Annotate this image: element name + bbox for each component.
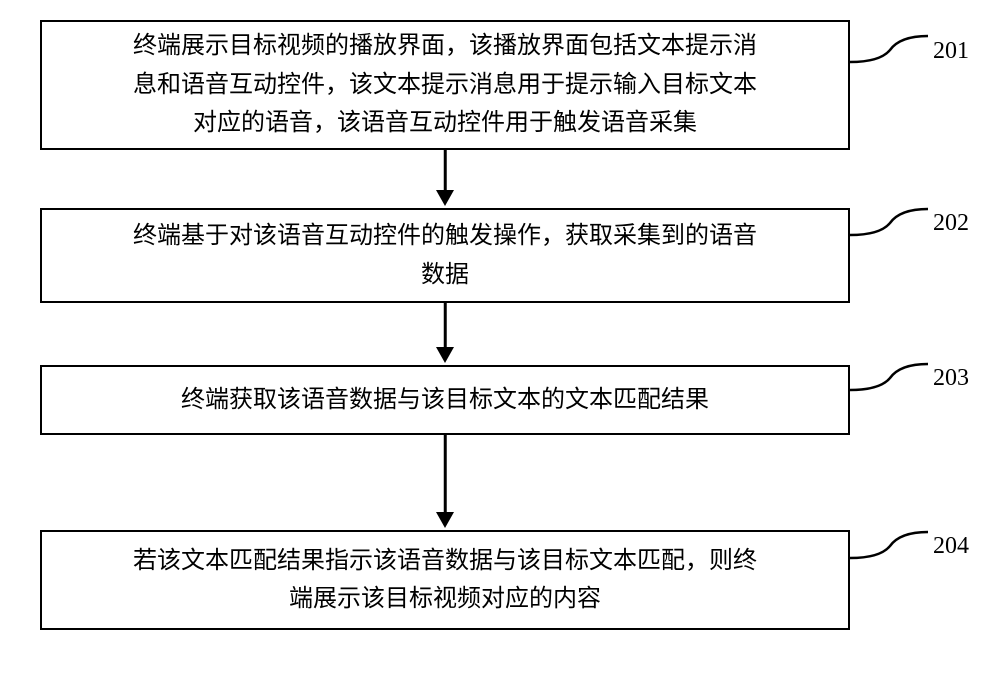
flow-step-4-text: 若该文本匹配结果指示该语音数据与该目标文本匹配，则终 端展示该目标视频对应的内容 <box>133 542 757 619</box>
arrow-2-3-line <box>444 303 447 347</box>
arrow-1-2-head <box>436 190 454 206</box>
arrow-3-4-line <box>444 435 447 512</box>
label-connector-4 <box>850 528 910 558</box>
step-label-1: 201 <box>933 38 969 65</box>
flow-step-1-text: 终端展示目标视频的播放界面，该播放界面包括文本提示消 息和语音互动控件，该文本提… <box>133 27 757 142</box>
step-label-2: 202 <box>933 210 969 237</box>
arrow-1-2-line <box>444 150 447 190</box>
step-label-4: 204 <box>933 533 969 560</box>
flow-step-3-text: 终端获取该语音数据与该目标文本的文本匹配结果 <box>181 381 709 419</box>
flow-step-4: 若该文本匹配结果指示该语音数据与该目标文本匹配，则终 端展示该目标视频对应的内容 <box>40 530 850 630</box>
flowchart-canvas: 终端展示目标视频的播放界面，该播放界面包括文本提示消 息和语音互动控件，该文本提… <box>0 0 1000 683</box>
step-label-3: 203 <box>933 365 969 392</box>
label-connector-3 <box>850 360 910 390</box>
flow-step-1: 终端展示目标视频的播放界面，该播放界面包括文本提示消 息和语音互动控件，该文本提… <box>40 20 850 150</box>
flow-step-2: 终端基于对该语音互动控件的触发操作，获取采集到的语音 数据 <box>40 208 850 303</box>
flow-step-3: 终端获取该语音数据与该目标文本的文本匹配结果 <box>40 365 850 435</box>
arrow-3-4-head <box>436 512 454 528</box>
flow-step-2-text: 终端基于对该语音互动控件的触发操作，获取采集到的语音 数据 <box>133 217 757 294</box>
label-connector-2 <box>850 205 910 235</box>
label-connector-1 <box>850 32 910 62</box>
arrow-2-3-head <box>436 347 454 363</box>
